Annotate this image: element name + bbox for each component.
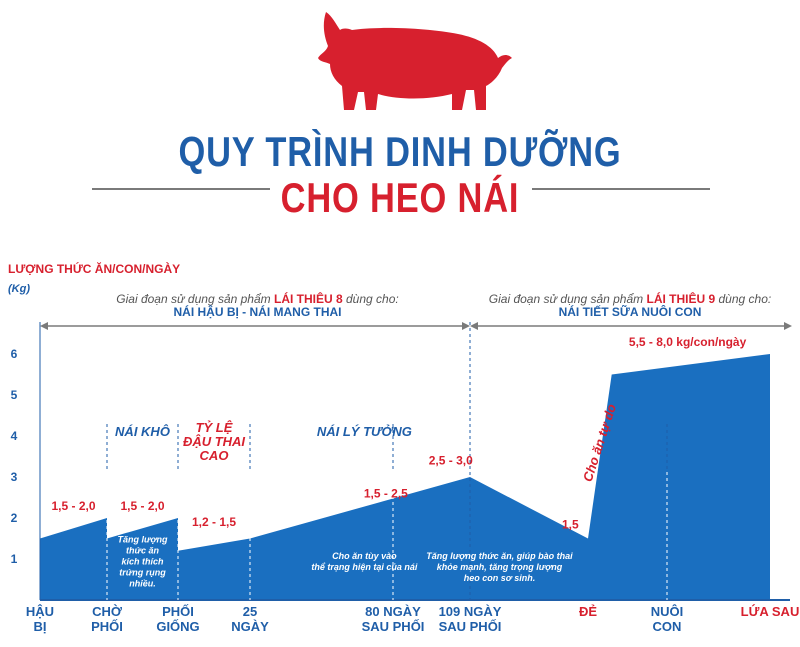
phase-1-product: LÁI THIÊU 8 (274, 292, 343, 306)
y-tick-label: 4 (11, 429, 18, 443)
y-tick-label: 3 (11, 470, 18, 484)
phase-2-product: LÁI THIÊU 9 (646, 292, 716, 306)
area-series (40, 354, 770, 600)
stage-label: NÁI LÝ TƯỞNG (317, 424, 412, 439)
x-tick-label: PHỐI GIỐNG (156, 604, 199, 634)
y-tick-label: 1 (11, 552, 18, 566)
value-label: 1,5 (562, 517, 579, 531)
phase-2-text: Giai đoạn sử dụng sản phẩm LÁI THIÊU 9 d… (470, 292, 790, 306)
y-tick-label: 2 (11, 511, 18, 525)
phase-1-arrow-left-head (40, 322, 48, 330)
x-tick-label: NUÔI CON (651, 604, 684, 634)
pig-icon (318, 12, 512, 110)
phase-1-suffix: dùng cho: (342, 292, 399, 306)
page-subtitle: CHO HEO NÁI (280, 174, 520, 221)
title-divider-left (92, 188, 270, 190)
value-label: 5,5 - 8,0 kg/con/ngày (629, 335, 747, 349)
title-divider-right (532, 188, 710, 190)
value-label: 1,5 - 2,0 (51, 499, 95, 513)
stage-label: TỶ LỆ ĐẬU THAI CAO (183, 420, 245, 463)
phase-1-text: Giai đoạn sử dụng sản phẩm LÁI THIÊU 8 d… (60, 292, 455, 306)
x-tick-label: 80 NGÀY SAU PHỐI (362, 604, 425, 634)
value-label: 2,5 - 3,0 (429, 454, 473, 468)
value-label: 1,5 - 2,5 (364, 487, 408, 501)
y-tick-label: 5 (11, 388, 18, 402)
annotation-text: Tăng lượng thức ăn, giúp bào thai khỏe mạ… (426, 551, 573, 583)
phase-1-prefix: Giai đoạn sử dụng sản phẩm (116, 292, 274, 306)
value-label: 1,5 - 2,0 (120, 499, 164, 513)
y-tick-label: 6 (11, 347, 18, 361)
page-title: QUY TRÌNH DINH DƯỠNG (178, 128, 622, 175)
y-axis-label: LƯỢNG THỨC ĂN/CON/NGÀY (8, 262, 181, 276)
x-tick-label: CHỜ PHỐI (91, 604, 123, 634)
x-tick-label: ĐẺ (579, 604, 597, 619)
phase-1-arrow-right-head (462, 322, 470, 330)
phase-2-target: NÁI TIẾT SỮA NUÔI CON (558, 305, 702, 319)
phase-2-suffix: dùng cho: (715, 292, 772, 306)
x-tick-label: HẬU BỊ (26, 604, 54, 634)
phase-2-arrow-left-head (470, 322, 478, 330)
y-axis-unit: (Kg) (8, 283, 30, 295)
stage-label: NÁI KHÔ (115, 424, 170, 439)
phase-2-prefix: Giai đoạn sử dụng sản phẩm (488, 292, 647, 306)
annotation-text: Cho ăn tùy vào thể trạng hiện tại của nái (311, 551, 418, 572)
x-tick-label: LỨA SAU (741, 604, 800, 619)
annotation-text: Tăng lượng thức ăn kích thích trứng rụng nhi… (118, 535, 168, 589)
x-tick-label: 25 NGÀY (231, 604, 269, 634)
x-tick-label: 109 NGÀY SAU PHỐI (439, 604, 502, 634)
value-label: 1,2 - 1,5 (192, 515, 236, 529)
phase-1-target: NÁI HẬU BỊ - NÁI MANG THAI (173, 305, 342, 319)
phase-2-arrow-right-head (784, 322, 792, 330)
